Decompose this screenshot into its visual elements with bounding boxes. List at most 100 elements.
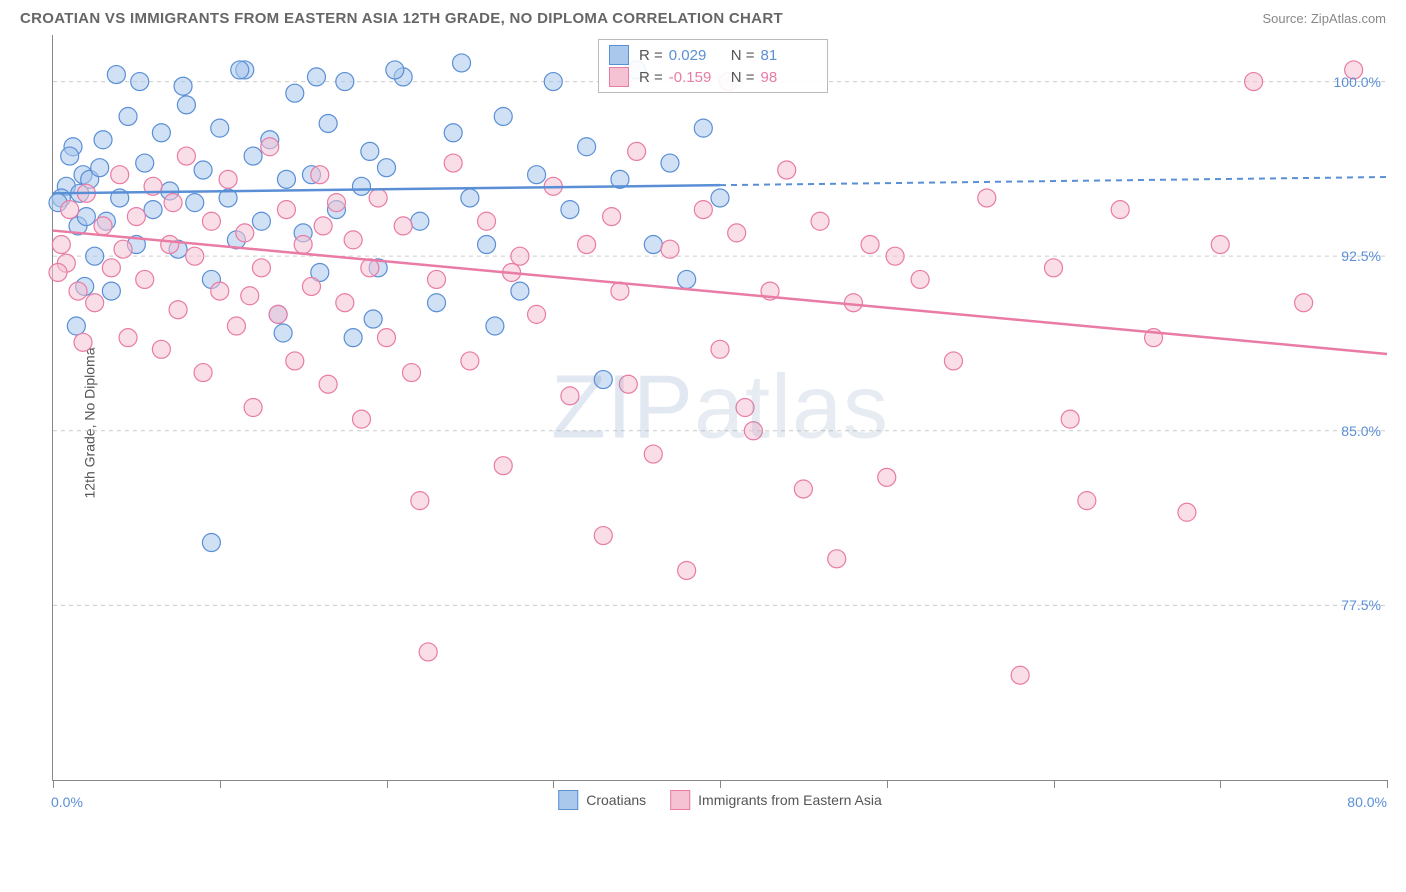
bottom-legend: Croatians Immigrants from Eastern Asia [558,790,882,810]
swatch-pink [609,67,629,87]
data-point [94,217,112,235]
x-tick [1220,780,1221,788]
r-value-blue: 0.029 [669,47,721,64]
data-point [69,282,87,300]
data-point [544,73,562,91]
x-tick [53,780,54,788]
data-point [131,73,149,91]
data-point [77,208,95,226]
data-point [102,282,120,300]
data-point [386,61,404,79]
data-point [252,212,270,230]
data-point [528,305,546,323]
data-point [94,131,112,149]
data-point [711,189,729,207]
x-tick [887,780,888,788]
data-point [177,96,195,114]
data-point [136,270,154,288]
data-point [136,154,154,172]
data-point [1078,492,1096,510]
data-point [594,527,612,545]
data-point [352,410,370,428]
data-point [369,189,387,207]
data-point [111,166,129,184]
data-point [361,142,379,160]
data-point [644,445,662,463]
data-point [511,282,529,300]
data-point [1178,503,1196,521]
data-point [107,66,125,84]
data-point [428,294,446,312]
data-point [911,270,929,288]
data-point [861,236,879,254]
data-point [594,371,612,389]
data-point [194,161,212,179]
trend-line-extrapolated [720,177,1387,185]
data-point [231,61,249,79]
stats-legend: R = 0.029 N = 81 R = -0.159 N = 98 [598,39,828,93]
data-point [794,480,812,498]
data-point [461,352,479,370]
data-point [161,236,179,254]
scatter-svg [53,35,1387,780]
data-point [127,208,145,226]
data-point [378,159,396,177]
data-point [561,201,579,219]
data-point [307,68,325,86]
data-point [678,270,696,288]
x-tick [1054,780,1055,788]
data-point [844,294,862,312]
data-point [678,561,696,579]
stats-row-immigrants: R = -0.159 N = 98 [609,66,813,88]
x-tick [553,780,554,788]
data-point [694,119,712,137]
data-point [102,259,120,277]
data-point [174,77,192,95]
data-point [1045,259,1063,277]
data-point [419,643,437,661]
y-tick-label: 92.5% [1341,248,1381,264]
data-point [244,147,262,165]
y-tick-label: 100.0% [1334,74,1381,90]
data-point [736,399,754,417]
chart-title: CROATIAN VS IMMIGRANTS FROM EASTERN ASIA… [20,10,783,27]
data-point [411,492,429,510]
swatch-blue [609,45,629,65]
chart-header: CROATIAN VS IMMIGRANTS FROM EASTERN ASIA… [0,0,1406,35]
data-point [644,236,662,254]
data-point [219,170,237,188]
data-point [711,340,729,358]
data-point [444,154,462,172]
data-point [194,364,212,382]
data-point [261,138,279,156]
data-point [1111,201,1129,219]
data-point [661,154,679,172]
swatch-pink-icon [670,790,690,810]
data-point [169,301,187,319]
data-point [486,317,504,335]
data-point [1061,410,1079,428]
data-point [144,201,162,219]
data-point [403,364,421,382]
n-value-blue: 81 [761,47,813,64]
data-point [478,212,496,230]
data-point [211,282,229,300]
data-point [878,468,896,486]
legend-label-croatians: Croatians [586,792,646,808]
data-point [252,259,270,277]
data-point [394,217,412,235]
source-attribution: Source: ZipAtlas.com [1262,11,1386,26]
data-point [561,387,579,405]
data-point [286,352,304,370]
data-point [274,324,292,342]
data-point [494,107,512,125]
data-point [944,352,962,370]
data-point [528,166,546,184]
data-point [344,231,362,249]
data-point [277,170,295,188]
data-point [428,270,446,288]
data-point [578,236,596,254]
data-point [311,166,329,184]
plot-area: ZIPatlas R = 0.029 N = 81 R = -0.159 N =… [52,35,1387,781]
legend-item-croatians: Croatians [558,790,646,810]
